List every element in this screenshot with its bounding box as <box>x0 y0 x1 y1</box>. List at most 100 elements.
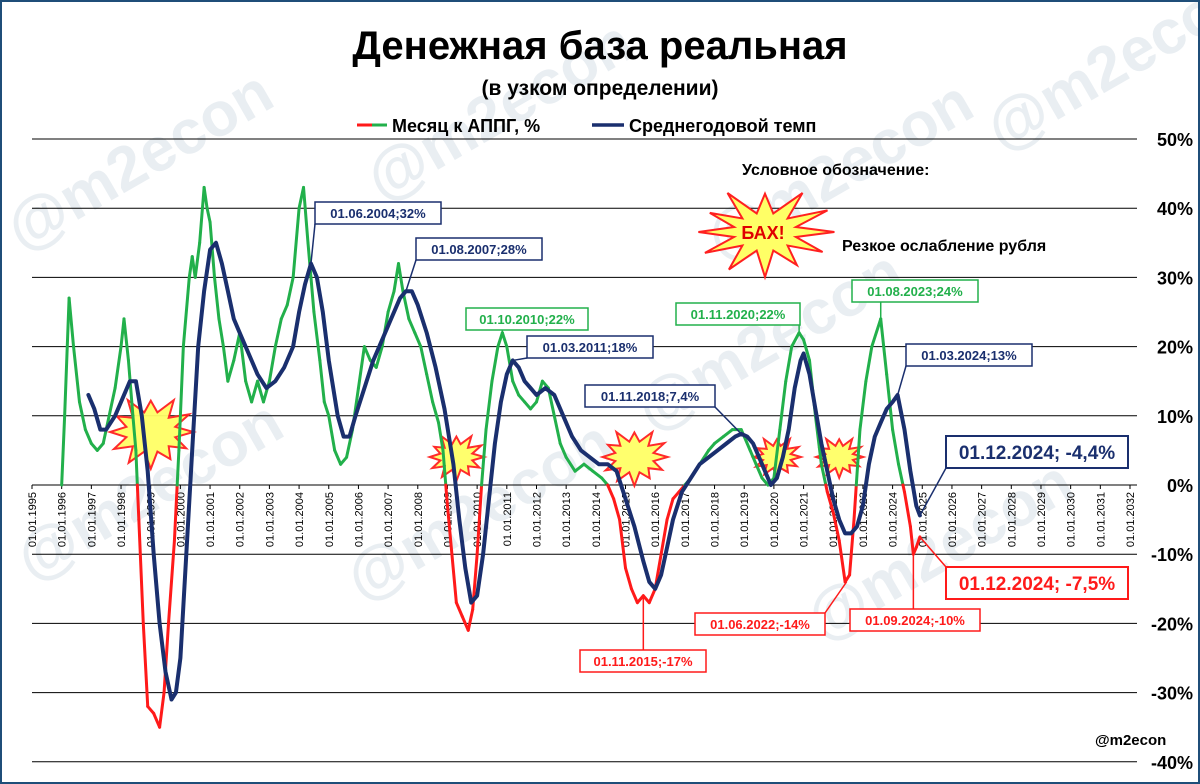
series-monthly-segment-54-0 <box>327 414 337 452</box>
annotation-label-9: 01.12.2024; -7,5% <box>959 574 1115 595</box>
annotation-box-3 <box>526 335 654 359</box>
series-monthly-segment-101-0 <box>600 476 610 487</box>
x-tick-label-13: 01.01.2008 <box>413 492 425 547</box>
series-monthly-segment-118-0 <box>707 441 717 452</box>
series-monthly-segment-71-0 <box>425 372 435 404</box>
x-tick-label-34: 01.01.2029 <box>1036 492 1048 547</box>
watermark-text-6: @m2econ <box>625 237 915 444</box>
series-monthly-segment-90-0 <box>523 400 533 411</box>
series-monthly-segment-151-0 <box>908 525 915 556</box>
series-monthly-segment-104-0 <box>618 518 628 570</box>
series-monthly-segment-123-0 <box>742 435 752 452</box>
series-monthly-segment-34-0 <box>217 317 225 349</box>
annotation-callout-8: 01.12.2024; -4,4% <box>919 435 1129 516</box>
series-monthly-segment-128-0 <box>772 428 782 480</box>
x-tick-label-23: 01.01.2018 <box>710 492 722 547</box>
series-monthly-segment-37-0 <box>232 331 242 362</box>
series-monthly-segment-82-0 <box>480 428 488 487</box>
series-monthly-segment-81-0 <box>475 483 484 556</box>
x-tick-label-21: 01.01.2016 <box>650 492 662 547</box>
series-monthly-segment-143-0 <box>858 379 868 432</box>
annotation-box-5 <box>675 302 801 326</box>
series-monthly-segment-38-0 <box>238 331 248 383</box>
series-monthly-segment-88-0 <box>511 379 521 397</box>
symbol-legend-title: Условное обозначение: <box>742 162 929 179</box>
annotation-label-2: 01.10.2010;22% <box>479 312 575 327</box>
annotation-callout-1: 01.08.2007;28% <box>405 237 543 292</box>
annotation-leader-3 <box>512 357 528 362</box>
series-monthly-segment-20-0 <box>158 691 166 729</box>
y-tick-label-6: -10% <box>1151 545 1193 565</box>
series-monthly-segment-74-1 <box>444 483 449 508</box>
burst-marker-2 <box>599 429 672 489</box>
x-tick-label-25: 01.01.2020 <box>769 492 781 547</box>
annotation-callout-10: 01.11.2015;-17% <box>579 595 707 673</box>
x-tick-label-12: 01.01.2007 <box>383 492 395 547</box>
annotation-leader-8 <box>919 467 947 516</box>
series-monthly-segment-28-0 <box>193 241 202 279</box>
series-monthly-segment-64-0 <box>386 289 396 314</box>
annotation-box-4 <box>584 384 716 408</box>
series-monthly-segment-149-0 <box>897 462 905 487</box>
symbol-legend-description: Резкое ослабление рубля <box>842 238 1046 255</box>
x-tick-label-30: 01.01.2025 <box>917 492 929 547</box>
x-tick-label-8: 01.01.2003 <box>264 492 276 547</box>
x-tick-label-2: 01.01.1997 <box>86 492 98 547</box>
x-tick-label-35: 01.01.2030 <box>1066 492 1078 547</box>
series-monthly-segment-91-0 <box>529 400 538 411</box>
annotation-leader-9 <box>919 536 947 568</box>
legend: Месяц к АППГ, % Среднегодовой темп <box>357 116 816 136</box>
series-monthly-segment-86-0 <box>500 331 509 349</box>
annotation-label-5: 01.11.2020;22% <box>691 307 786 322</box>
series-monthly-segment-153-0 <box>914 535 922 549</box>
series-monthly-segment-98-0 <box>573 462 586 473</box>
series-monthly-segment-35-0 <box>221 345 230 383</box>
y-tick-label-1: 40% <box>1157 199 1193 219</box>
annotation-label-0: 01.06.2004;32% <box>330 206 426 221</box>
x-tick-label-26: 01.01.2021 <box>799 492 811 547</box>
credit-label: @m2econ <box>1095 732 1166 749</box>
y-tick-label-5: 0% <box>1167 476 1193 496</box>
series-monthly-segment-100-0 <box>591 469 604 480</box>
series-monthly-segment-102-1 <box>606 483 616 501</box>
series-monthly-segment-56-0 <box>339 455 349 466</box>
series-monthly-segment-99-0 <box>582 462 595 473</box>
series-monthly-segment-14-0 <box>131 414 138 452</box>
annotation-callout-2: 01.10.2010;22% <box>465 307 589 333</box>
series-monthly-segment-17-0 <box>141 621 150 708</box>
x-tick-label-22: 01.01.2017 <box>680 492 692 547</box>
y-tick-label-2: 30% <box>1157 268 1193 288</box>
series-monthly-segment-138-0 <box>831 511 841 542</box>
annotation-leader-4 <box>714 406 742 435</box>
series-monthly-segment-76-0 <box>450 552 458 605</box>
series-monthly-segment-2-0 <box>67 296 76 349</box>
series-monthly-segment-41-0 <box>256 379 265 404</box>
annotation-box-10 <box>579 649 707 673</box>
series-monthly-segment-7-0 <box>95 441 105 452</box>
series-monthly-segment-72-0 <box>431 400 441 425</box>
annotation-callout-11: 01.06.2022;-14% <box>694 581 848 636</box>
series-monthly-segment-66-0 <box>396 262 405 293</box>
series-monthly-segment-120-0 <box>721 428 734 439</box>
x-tick-label-16: 01.01.2011 <box>502 492 514 546</box>
x-tick-label-36: 01.01.2031 <box>1095 492 1107 547</box>
series-monthly-segment-15-0 <box>134 448 139 487</box>
series-monthly-segment-136-0 <box>819 462 828 487</box>
y-tick-label-7: -20% <box>1151 614 1193 634</box>
series-monthly-segment-97-0 <box>564 455 577 473</box>
series-monthly-segment-22-0 <box>167 538 176 625</box>
series-monthly-segment-31-0 <box>205 206 212 224</box>
chart-title: Денежная база реальная <box>352 24 847 68</box>
series-monthly-segment-1-0 <box>63 296 71 418</box>
series-monthly-segment-4-0 <box>77 400 87 432</box>
series-monthly-segment-25-0 <box>181 275 191 349</box>
series-monthly-segment-112-0 <box>665 497 675 522</box>
annotation-leader-7 <box>896 365 907 396</box>
series-monthly-segment-107-0 <box>635 594 645 605</box>
series-monthly-segment-74-0 <box>441 448 448 487</box>
y-tick-label-4: 10% <box>1157 407 1193 427</box>
x-tick-label-11: 01.01.2006 <box>353 492 365 547</box>
series-monthly-segment-105-0 <box>624 566 633 591</box>
series-monthly-segment-142-0 <box>852 483 858 522</box>
